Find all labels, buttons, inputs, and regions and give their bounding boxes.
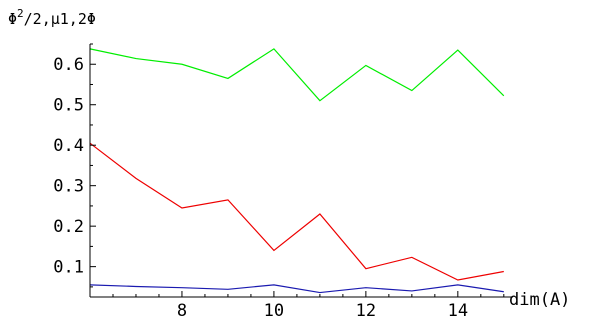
y-tick-label: 0.4 xyxy=(53,136,84,156)
y-axis-label: Φ2/2,μ1,2Φ xyxy=(8,7,96,28)
series-group xyxy=(89,48,505,294)
x-tick-label: 14 xyxy=(448,301,468,321)
x-axis-label: dim(A) xyxy=(509,290,570,310)
series-line-2 xyxy=(89,142,504,281)
y-tick-label: 0.2 xyxy=(53,217,84,237)
x-tick-label: 12 xyxy=(356,301,376,321)
x-tick-label: 10 xyxy=(264,301,284,321)
series-line-1 xyxy=(89,48,505,102)
y-tick-label: 0.3 xyxy=(53,177,84,197)
y-tick-label: 0.1 xyxy=(53,258,84,278)
y-axis-label-text: Φ2/2,μ1,2Φ xyxy=(8,7,96,28)
y-tick-label: 0.6 xyxy=(53,55,84,75)
y-tick-label: 0.5 xyxy=(53,96,84,116)
axes: 8 10 12 14 0.1 0.2 0.3 0.4 0.5 0.6 xyxy=(53,43,513,321)
x-tick-label: 8 xyxy=(177,301,187,321)
series-line-3 xyxy=(89,284,504,294)
